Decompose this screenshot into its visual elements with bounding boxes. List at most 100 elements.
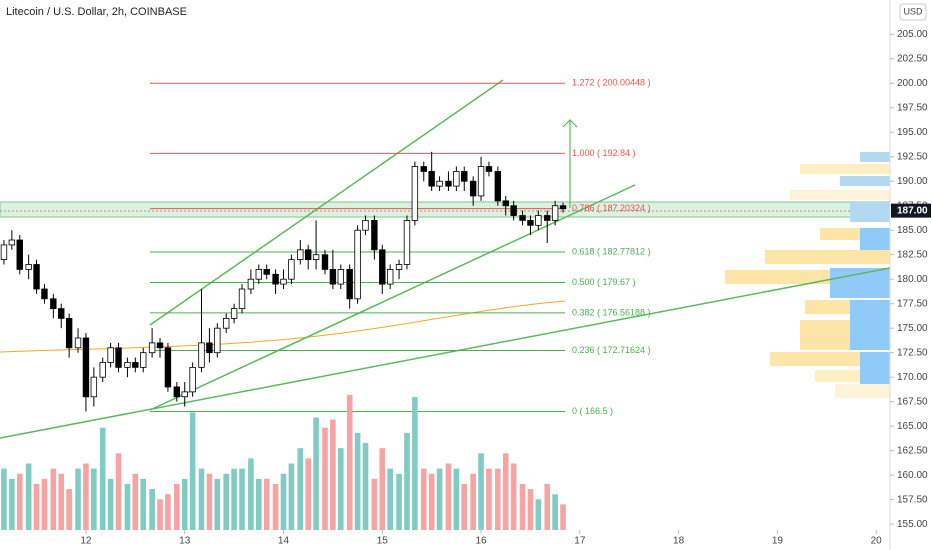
candle-body	[477, 166, 485, 197]
volume-bar	[149, 489, 155, 530]
volume-bar	[396, 473, 402, 530]
volume-bar	[322, 427, 328, 530]
candle-body	[164, 347, 172, 388]
volume-bar	[305, 458, 311, 530]
volume-bar	[560, 504, 566, 530]
profile-bar	[850, 300, 890, 350]
volume-bar	[436, 468, 443, 530]
volume-bar	[115, 453, 122, 530]
y-tick-label: 180.00	[897, 274, 928, 285]
trend-line	[0, 267, 891, 439]
volume-bar	[288, 463, 295, 530]
volume-bar	[544, 483, 551, 530]
candle-body	[502, 200, 509, 207]
fib-label: 1.272 ( 200.00448 )	[572, 78, 651, 88]
volume-bar	[16, 473, 23, 530]
candle-body	[371, 220, 378, 251]
fib-label: 0.500 ( 179.67 )	[572, 277, 636, 287]
volume-bar	[58, 473, 65, 530]
fib-label: 0.382 ( 176.56188 )	[572, 307, 651, 317]
volume-bar	[387, 468, 393, 530]
candle-body	[255, 269, 263, 280]
volume-bar	[420, 468, 427, 530]
y-tick-label: 170.00	[897, 372, 928, 383]
x-tick-label: 15	[377, 536, 389, 547]
candle-body	[469, 180, 477, 197]
candle-body	[148, 342, 156, 354]
volume-bar	[189, 412, 196, 530]
volume-bar	[174, 483, 180, 530]
last-price-box	[891, 203, 931, 218]
volume-bar	[263, 478, 270, 530]
volume-bar	[313, 417, 319, 530]
fib-label: 1.000 ( 192.84 )	[572, 148, 636, 158]
profile-bar	[860, 152, 890, 162]
volume-bar	[1, 468, 7, 530]
chart-title: Litecoin / U.S. Dollar, 2h, COINBASE	[6, 6, 187, 18]
x-tick-label: 18	[673, 536, 685, 547]
candle-body	[321, 254, 329, 270]
candle-body	[99, 362, 106, 378]
trend-line	[149, 79, 504, 326]
candle-body	[494, 171, 502, 202]
candle-body	[206, 342, 213, 354]
volume-bar	[256, 478, 262, 530]
candle-body	[411, 166, 419, 221]
x-tick-label: 20	[871, 536, 883, 547]
candle-body	[50, 298, 57, 309]
candle-body	[403, 220, 411, 265]
candle-body	[214, 327, 221, 354]
candle-body	[156, 342, 164, 349]
fib-label: 0 ( 166.5 )	[572, 406, 613, 416]
currency[interactable]: USD	[903, 6, 923, 16]
moving-average	[0, 300, 566, 353]
candle-body	[16, 239, 23, 270]
volume-bar	[337, 448, 344, 530]
y-tick-label: 175.00	[897, 323, 928, 334]
currency-badge[interactable]	[899, 3, 927, 21]
profile-bar	[765, 250, 890, 264]
volume-bar	[552, 494, 558, 530]
candle-body	[272, 273, 279, 285]
candle-body	[0, 244, 8, 261]
x-tick-label: 12	[80, 536, 92, 547]
volume-bar	[297, 448, 304, 530]
profile-bar	[815, 370, 860, 382]
candle-body	[25, 264, 32, 270]
volume-bar	[75, 468, 81, 530]
volume-bar	[99, 427, 106, 530]
volume-bar	[223, 473, 230, 530]
candle-body	[453, 171, 460, 187]
y-tick-label: 177.50	[897, 298, 928, 309]
volume-bar	[470, 473, 476, 530]
candle-body	[304, 249, 312, 261]
y-tick-label: 160.00	[897, 470, 928, 481]
candle-body	[82, 337, 90, 398]
volume-bar	[50, 468, 57, 530]
candle-body	[445, 180, 452, 187]
volume-bar	[453, 468, 460, 530]
candle-body	[230, 308, 238, 319]
candle-body	[485, 166, 493, 172]
candle-body	[189, 366, 196, 393]
y-tick-label: 200.00	[897, 78, 928, 89]
y-tick-label: 190.00	[897, 176, 928, 187]
candle-body	[238, 288, 246, 309]
volume-bar	[535, 499, 542, 530]
y-tick-label: 155.00	[897, 519, 928, 530]
candle-body	[559, 205, 567, 210]
volume-bar	[445, 463, 452, 530]
volume-bar	[41, 478, 48, 530]
volume-bar	[181, 478, 188, 530]
candle-body	[510, 205, 517, 216]
drawings	[0, 0, 891, 550]
candle-body	[181, 391, 188, 398]
candle-body	[280, 278, 287, 285]
y-tick-label: 157.50	[897, 494, 928, 505]
candle-body	[551, 205, 559, 221]
y-tick-label: 185.00	[897, 225, 928, 236]
volume-bar	[379, 448, 386, 530]
y-tick-label: 205.00	[897, 29, 928, 40]
candle-body	[223, 317, 230, 329]
y-tick-label: 182.50	[897, 249, 928, 260]
